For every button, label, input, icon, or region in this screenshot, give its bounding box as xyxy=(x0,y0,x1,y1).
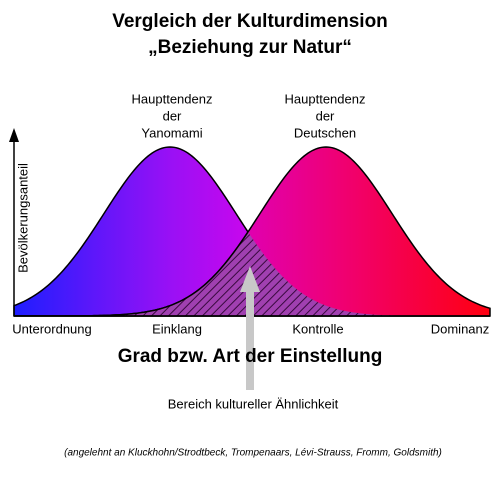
x-axis-title: Grad bzw. Art der Einstellung xyxy=(118,346,383,367)
peak-label: Haupttendenz xyxy=(132,91,213,106)
arrow-shaft xyxy=(246,290,254,390)
arrow-head xyxy=(240,266,260,292)
x-label: Dominanz xyxy=(431,321,490,336)
title: „Beziehung zur Natur“ xyxy=(148,37,352,58)
peak-label: der xyxy=(163,108,182,123)
x-label: Kontrolle xyxy=(292,321,343,336)
footnote: (angelehnt an Kluckhohn/Strodtbeck, Trom… xyxy=(64,448,442,459)
overlap-label: Bereich kultureller Ähnlichkeit xyxy=(168,396,339,411)
x-label: Einklang xyxy=(152,321,202,336)
peak-label: Haupttendenz xyxy=(285,91,366,106)
x-label: Unterordnung xyxy=(12,321,92,336)
peak-label: Yanomami xyxy=(141,125,202,140)
y-axis-label: Bevölkerungsanteil xyxy=(15,163,30,273)
y-axis-arrow xyxy=(9,128,19,142)
peak-label: der xyxy=(316,108,335,123)
title: Vergleich der Kulturdimension xyxy=(112,11,388,32)
peak-label: Deutschen xyxy=(294,125,356,140)
